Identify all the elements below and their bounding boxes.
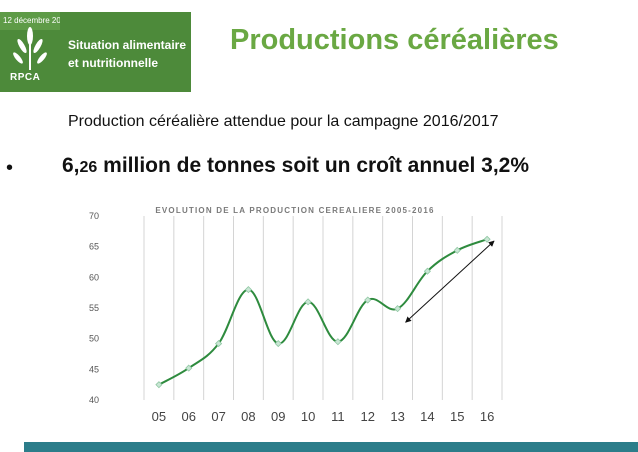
- data-point: [244, 286, 252, 294]
- x-tick-label: 06: [182, 409, 196, 424]
- data-point: [483, 235, 491, 243]
- x-tick-label: 11: [331, 409, 345, 424]
- x-tick-label: 14: [420, 409, 434, 424]
- data-point: [215, 340, 223, 348]
- y-tick-label: 45: [89, 364, 99, 374]
- y-tick-label: 40: [89, 395, 99, 405]
- logo-label: RPCA: [10, 72, 41, 83]
- y-tick-label: 65: [89, 242, 99, 252]
- x-tick-label: 16: [480, 409, 494, 424]
- data-point: [304, 298, 312, 306]
- badge-line-1: Situation alimentaire: [68, 38, 187, 52]
- data-point: [334, 338, 342, 346]
- date-tag: 12 décembre 2016: [0, 12, 60, 30]
- headline-small: 26: [79, 159, 98, 176]
- production-chart: EVOLUTION DE LA PRODUCTION CEREALIERE 20…: [89, 206, 503, 424]
- y-tick-label: 50: [89, 334, 99, 344]
- x-tick-label: 12: [361, 409, 375, 424]
- x-tick-label: 05: [152, 409, 166, 424]
- trend-arrow: [405, 240, 495, 323]
- wheat-logo-icon: [13, 27, 47, 70]
- y-tick-label: 60: [89, 272, 99, 282]
- x-tick-label: 08: [241, 409, 255, 424]
- x-tick-label: 07: [211, 409, 225, 424]
- x-tick-label: 09: [271, 409, 285, 424]
- page-title: Productions céréalières: [230, 24, 559, 56]
- x-tick-label: 13: [390, 409, 404, 424]
- data-point: [185, 364, 193, 372]
- data-point: [394, 305, 402, 313]
- bullet-marker: •: [6, 157, 14, 179]
- headline-rest: million de tonnes soit un croît annuel 3…: [97, 154, 530, 177]
- footer-bar: [24, 442, 638, 452]
- data-point: [155, 381, 163, 389]
- x-tick-label: 10: [301, 409, 315, 424]
- data-point: [364, 296, 372, 304]
- headline-value: 6,: [62, 154, 80, 177]
- data-point: [274, 340, 282, 348]
- subtitle: Production céréalière attendue pour la c…: [68, 113, 499, 130]
- chart-title: EVOLUTION DE LA PRODUCTION CEREALIERE 20…: [155, 206, 434, 215]
- y-tick-label: 70: [89, 211, 99, 221]
- x-tick-label: 15: [450, 409, 464, 424]
- badge-line-2: et nutritionnelle: [68, 56, 158, 70]
- y-tick-label: 55: [89, 303, 99, 313]
- headline: 6,26 million de tonnes soit un croît ann…: [62, 154, 529, 178]
